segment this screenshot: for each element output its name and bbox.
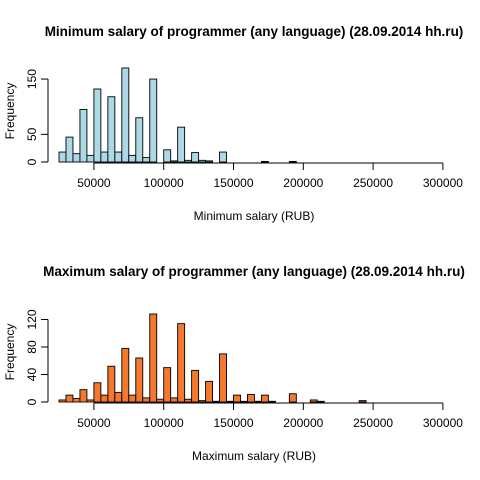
histogram-bar [128, 394, 137, 403]
histogram-bar [65, 394, 74, 403]
histogram-bar [170, 160, 179, 163]
histogram-bar [219, 151, 227, 163]
minimum-salary-histogram: Minimum salary of programmer (any langua… [3, 24, 463, 223]
histogram-bar [93, 88, 102, 163]
y-tick-label: 150 [25, 69, 39, 89]
histogram-bar [135, 357, 144, 403]
x-tick-label: 150000 [213, 416, 253, 430]
histogram-bar [72, 153, 81, 163]
y-tick-label: 40 [25, 368, 39, 382]
x-tick-label: 250000 [353, 176, 393, 190]
x-tick-label: 150000 [213, 176, 253, 190]
histogram-bar [100, 151, 109, 163]
x-tick-label: 50000 [77, 176, 111, 190]
histogram-bar [149, 78, 158, 163]
y-axis-label: Frequency [3, 324, 17, 381]
histogram-bar [184, 398, 193, 403]
histogram-bar [156, 398, 165, 403]
chart-title: Maximum salary of programmer (any langua… [43, 264, 465, 279]
histogram-bar [107, 96, 116, 163]
y-tick-label: 80 [25, 340, 39, 354]
histogram-bar [86, 399, 95, 403]
x-tick-label: 200000 [283, 416, 323, 430]
histogram-bar [114, 151, 123, 163]
histogram-bar [121, 67, 130, 163]
y-tick-label: 0 [25, 398, 39, 405]
y-tick-label: 0 [25, 158, 39, 165]
x-axis-label: Maximum salary (RUB) [192, 449, 316, 463]
histogram-bar [184, 159, 193, 163]
histogram-bar [177, 126, 186, 163]
histogram-bar [198, 400, 207, 403]
histogram-bar [79, 389, 88, 403]
histogram-bar [247, 393, 255, 403]
histogram-bar [205, 160, 214, 163]
histogram-bars [58, 67, 297, 163]
y-axis-label: Frequency [3, 83, 17, 140]
histogram-bar [191, 369, 200, 403]
histogram-bar [79, 109, 88, 163]
maximum-salary-histogram: Maximum salary of programmer (any langua… [3, 264, 465, 463]
histogram-bar [177, 323, 186, 403]
histogram-bar [260, 394, 269, 403]
y-axis-ticks: 0 40 80 120 [25, 309, 48, 405]
histogram-bar [170, 397, 179, 403]
histogram-bar [121, 347, 130, 403]
histogram-bar [191, 152, 200, 163]
histogram-bar [288, 393, 297, 403]
histogram-bar [358, 400, 367, 403]
histogram-bar [198, 159, 207, 163]
x-tick-label: 200000 [283, 176, 323, 190]
histogram-bar [316, 400, 325, 403]
y-tick-label: 120 [25, 309, 39, 329]
histogram-bar [58, 399, 67, 403]
histogram-bar [288, 160, 297, 163]
histogram-bar [267, 400, 276, 403]
y-axis-ticks: 0 50 150 [25, 69, 48, 165]
histogram-bar [163, 367, 172, 403]
chart-title: Minimum salary of programmer (any langua… [45, 24, 464, 39]
histogram-bar [233, 394, 241, 403]
x-axis-label: Minimum salary (RUB) [194, 209, 315, 223]
y-tick-label: 50 [25, 127, 39, 141]
histogram-bar [135, 117, 144, 163]
histogram-bar [205, 380, 214, 403]
histogram-bar [142, 157, 151, 163]
x-tick-label: 100000 [144, 176, 184, 190]
histogram-bar [114, 391, 123, 403]
histogram-bar [128, 154, 137, 163]
histogram-bar [100, 394, 109, 403]
histogram-bar [65, 136, 74, 163]
x-tick-label: 100000 [144, 416, 184, 430]
histogram-bar [219, 353, 227, 403]
histogram-bar [86, 154, 95, 163]
x-axis-ticks: 50000 100000 150000 200000 250000 300000 [77, 403, 463, 430]
histogram-bar [72, 398, 81, 403]
histogram-bar [142, 397, 151, 403]
histogram-bar [163, 149, 172, 163]
histogram-bar [93, 382, 102, 403]
histogram-bar [240, 400, 248, 403]
x-axis-ticks: 50000 100000 150000 200000 250000 300000 [77, 163, 463, 190]
histogram-bar [107, 365, 116, 403]
x-tick-label: 300000 [423, 416, 463, 430]
histogram-bars [58, 313, 367, 403]
x-tick-label: 250000 [353, 416, 393, 430]
histogram-bar [226, 400, 234, 403]
histogram-bar [260, 160, 269, 163]
histogram-bar [58, 151, 67, 163]
x-tick-label: 50000 [77, 416, 111, 430]
histogram-bar [149, 313, 158, 403]
histogram-bar [253, 400, 262, 403]
histogram-bar [212, 400, 220, 403]
histogram-bar [309, 399, 318, 403]
x-tick-label: 300000 [423, 176, 463, 190]
